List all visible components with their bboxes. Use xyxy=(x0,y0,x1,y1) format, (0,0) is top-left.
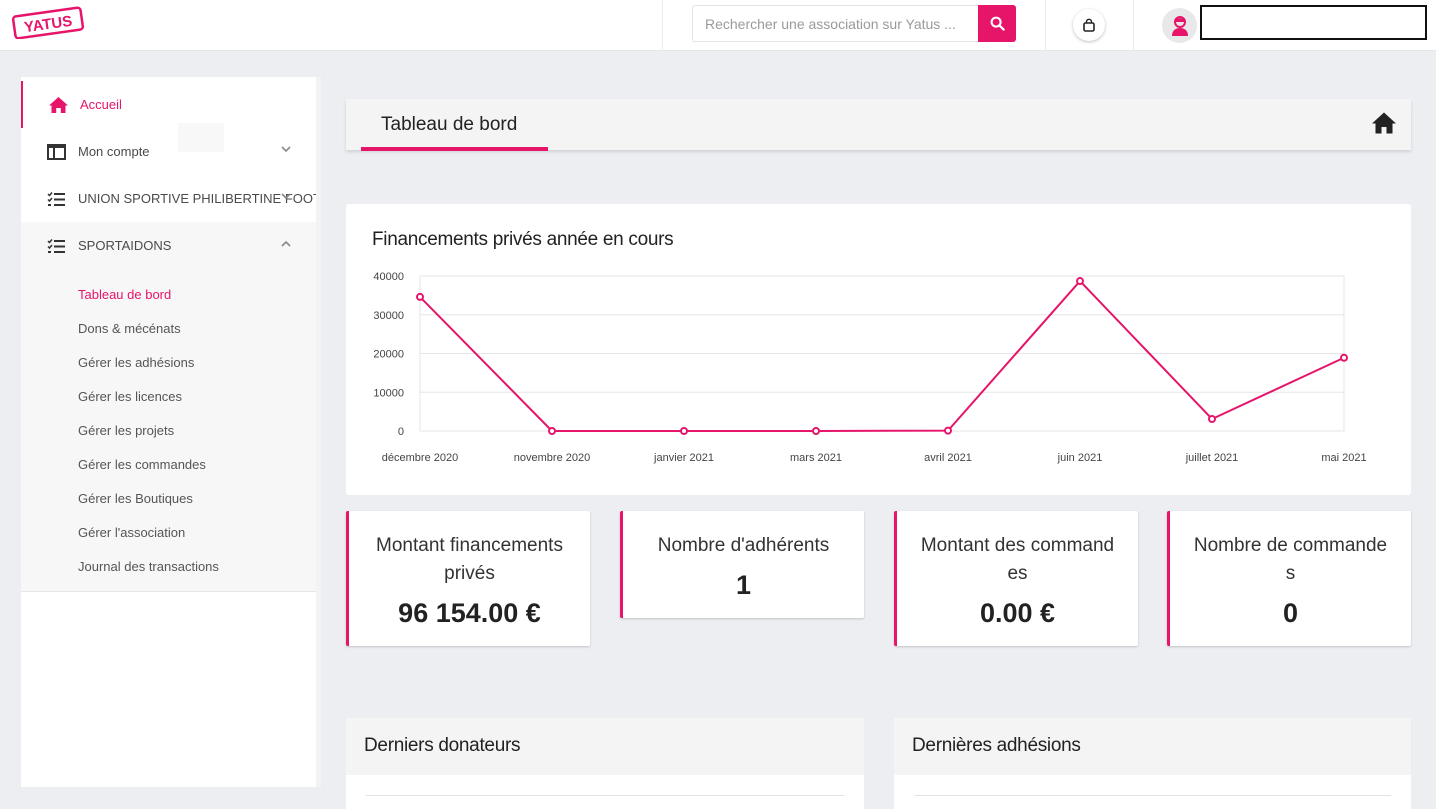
sidebar: Accueil Mon compte UNION SPORTIVE PHILIB… xyxy=(21,77,316,787)
sidebar-item-accueil[interactable]: Accueil xyxy=(21,81,316,128)
sidebar-item-label: SPORTAIDONS xyxy=(78,238,172,253)
chevron-down-icon xyxy=(279,142,293,156)
submenu-item-boutiques[interactable]: Gérer les Boutiques xyxy=(78,491,193,506)
data-point xyxy=(416,292,424,301)
y-tick-label: 20000 xyxy=(373,349,404,361)
stat-label: Nombre d'adhérents xyxy=(657,535,830,556)
derniers-donateurs-panel: Derniers donateurs xyxy=(346,718,864,809)
stat-label: Montant des commandes xyxy=(920,535,1115,584)
panel-title: Dernières adhésions xyxy=(912,735,1081,756)
checklist-icon xyxy=(45,236,67,256)
header-divider xyxy=(1133,0,1134,51)
sportaidons-submenu: Tableau de bord Dons & mécénats Gérer le… xyxy=(21,268,316,592)
avatar[interactable] xyxy=(1162,8,1197,43)
x-tick-label: janvier 2021 xyxy=(653,452,714,464)
submenu-item-transactions[interactable]: Journal des transactions xyxy=(78,559,219,574)
submenu-item-adhesions[interactable]: Gérer les adhésions xyxy=(78,355,195,370)
sidebar-item-union-sportive[interactable]: UNION SPORTIVE PHILIBERTINE FOOTBALL xyxy=(21,175,316,222)
panel-header: Derniers donateurs xyxy=(346,718,864,775)
data-point xyxy=(1076,277,1084,286)
columns-icon xyxy=(45,142,67,162)
active-tab-indicator xyxy=(361,147,548,151)
chart-card: Financements privés année en cours 0 1000… xyxy=(346,204,1411,495)
header-divider xyxy=(662,0,663,51)
data-point xyxy=(1340,353,1348,362)
x-tick-label: mars 2021 xyxy=(790,452,842,464)
stat-label: Nombre de commandes xyxy=(1193,535,1388,584)
chevron-down-icon xyxy=(279,189,293,203)
home-icon xyxy=(47,95,69,115)
y-tick-label: 40000 xyxy=(373,271,404,283)
x-tick-label: juillet 2021 xyxy=(1185,452,1239,464)
data-point xyxy=(944,426,952,435)
tooltip-placeholder xyxy=(178,123,224,152)
search-icon xyxy=(990,16,1005,31)
page-header-card: Tableau de bord xyxy=(346,99,1411,151)
cart-button[interactable] xyxy=(1073,9,1105,41)
stat-card-nombre-adherents: Nombre d'adhérents 1 xyxy=(620,511,864,618)
stat-card-nombre-commandes: Nombre de commandes 0 xyxy=(1167,511,1411,646)
submenu-item-tableau-de-bord[interactable]: Tableau de bord xyxy=(78,287,172,302)
stat-value: 96 154.00 € xyxy=(398,598,541,628)
stat-value: 0 xyxy=(1282,598,1299,628)
shopping-bag-icon xyxy=(1083,18,1095,32)
stat-card-montant-financements: Montant financements privés 96 154.00 € xyxy=(346,511,590,646)
y-tick-label: 30000 xyxy=(373,310,404,322)
panel-divider xyxy=(366,795,844,796)
panel-title: Derniers donateurs xyxy=(364,735,521,756)
x-tick-label: avril 2021 xyxy=(924,452,972,464)
header-divider xyxy=(1045,0,1046,51)
y-tick-label: 10000 xyxy=(373,387,404,399)
stat-card-montant-commandes: Montant des commandes 0.00 € xyxy=(894,511,1138,646)
top-header: YATUS xyxy=(0,0,1436,51)
dernieres-adhesions-panel: Dernières adhésions xyxy=(894,718,1411,809)
submenu-item-association[interactable]: Gérer l'association xyxy=(78,525,186,540)
home-icon[interactable] xyxy=(1371,111,1397,135)
sidebar-item-label: Accueil xyxy=(80,97,122,112)
x-tick-label: décembre 2020 xyxy=(382,452,458,464)
chevron-up-icon xyxy=(279,236,293,250)
data-point xyxy=(548,427,556,435)
checklist-icon xyxy=(45,189,67,209)
search-input[interactable] xyxy=(693,6,979,41)
y-tick-label: 0 xyxy=(398,426,404,438)
x-tick-label: mai 2021 xyxy=(1321,452,1366,464)
submenu-item-commandes[interactable]: Gérer les commandes xyxy=(78,457,206,472)
series-line xyxy=(419,280,1345,432)
search-box xyxy=(692,5,1016,42)
submenu-item-licences[interactable]: Gérer les licences xyxy=(78,389,183,404)
data-point xyxy=(812,427,820,435)
sidebar-item-mon-compte[interactable]: Mon compte xyxy=(21,128,316,175)
sidebar-edge xyxy=(316,77,321,787)
chart-title: Financements privés année en cours xyxy=(372,229,674,250)
stat-label: Montant financements privés xyxy=(376,535,563,584)
x-tick-label: juin 2021 xyxy=(1057,452,1103,464)
stat-value: 0.00 € xyxy=(979,598,1056,628)
sidebar-item-sportaidons[interactable]: SPORTAIDONS xyxy=(21,222,316,269)
data-point xyxy=(680,427,688,435)
page-title: Tableau de bord xyxy=(381,114,518,135)
submenu-item-dons[interactable]: Dons & mécénats xyxy=(78,321,181,336)
panel-divider xyxy=(914,795,1391,796)
user-avatar-icon xyxy=(1171,15,1188,36)
submenu-item-projets[interactable]: Gérer les projets xyxy=(78,423,175,438)
panel-header: Dernières adhésions xyxy=(894,718,1411,775)
sidebar-item-label: UNION SPORTIVE PHILIBERTINE FOOTBALL xyxy=(78,191,316,206)
line-chart: 0 10000 20000 30000 40000 décembre 2020 novemb… xyxy=(373,271,1366,464)
search-button[interactable] xyxy=(978,5,1016,42)
yatus-logo[interactable]: YATUS xyxy=(11,6,86,39)
data-point xyxy=(1208,414,1216,423)
sidebar-item-label: Mon compte xyxy=(78,144,150,159)
user-name-box[interactable] xyxy=(1200,5,1427,40)
x-tick-label: novembre 2020 xyxy=(514,452,590,464)
stat-value: 1 xyxy=(735,570,752,600)
logo-text: YATUS xyxy=(23,13,73,37)
